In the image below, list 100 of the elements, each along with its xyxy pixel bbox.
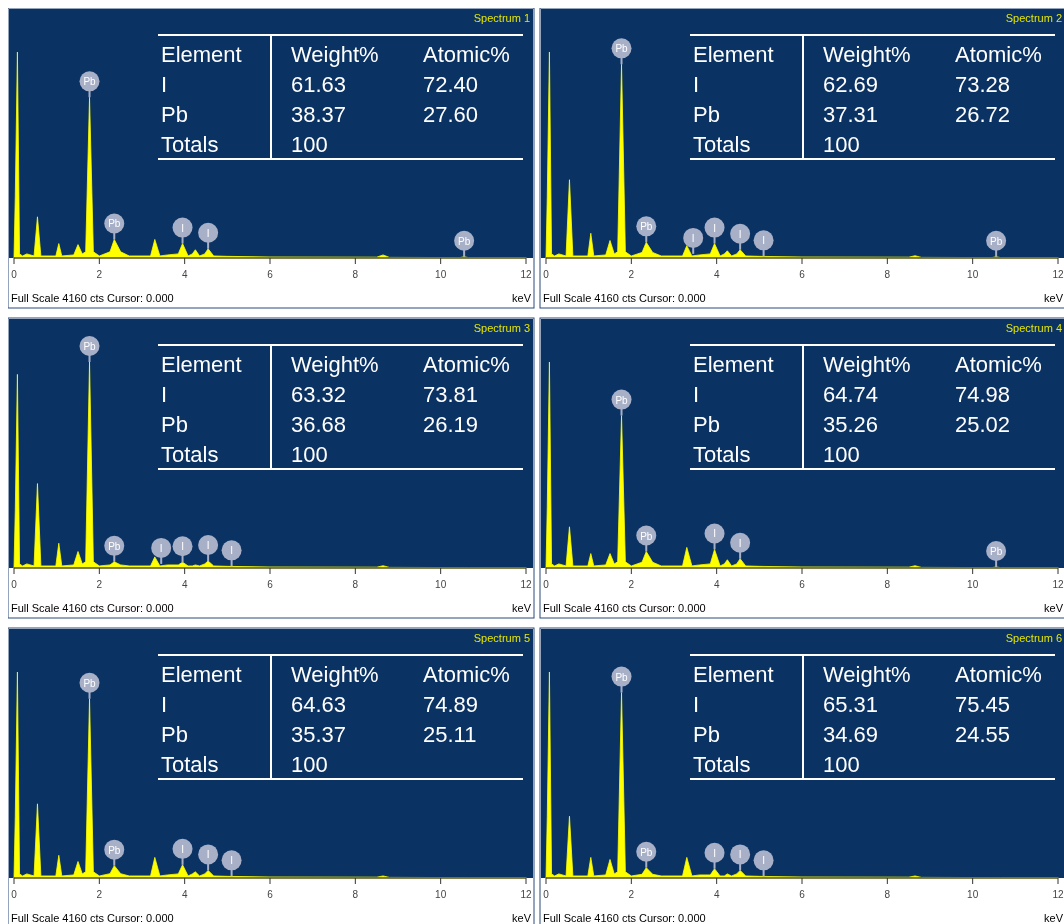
annotation: 35.37 bbox=[291, 722, 347, 747]
x-tick-label: 4 bbox=[713, 889, 720, 900]
annotation: Pb bbox=[990, 545, 1003, 557]
annotation: 72.40 bbox=[423, 72, 479, 97]
x-tick-label: 6 bbox=[799, 889, 806, 900]
annotation: 34.69 bbox=[823, 722, 879, 747]
annotation: Pb bbox=[108, 844, 121, 856]
annotation: 37.31 bbox=[823, 102, 879, 127]
annotation: Totals bbox=[693, 132, 751, 157]
annotation: I bbox=[206, 540, 210, 551]
x-tick-label: 12 bbox=[1052, 579, 1064, 590]
annotation: Pb bbox=[83, 76, 97, 88]
annotation: Pb bbox=[615, 43, 629, 55]
annotation: 64.63 bbox=[291, 692, 347, 717]
annotation: Element bbox=[693, 42, 774, 67]
annotation: I bbox=[181, 222, 184, 234]
x-tick-label: 6 bbox=[267, 269, 274, 280]
annotation: Weight% bbox=[291, 42, 379, 67]
x-tick-label: 10 bbox=[435, 269, 447, 280]
annotation: Atomic% bbox=[955, 352, 1042, 377]
x-tick-label: 10 bbox=[435, 579, 447, 590]
x-tick-label: 0 bbox=[11, 889, 18, 900]
x-tick-label: 8 bbox=[884, 579, 891, 590]
x-tick-label: 4 bbox=[181, 889, 188, 900]
annotation: 26.19 bbox=[423, 412, 479, 437]
annotation: Pb bbox=[161, 102, 188, 127]
annotation: Atomic% bbox=[423, 662, 510, 687]
x-axis-title: keV bbox=[512, 602, 532, 614]
x-tick-label: 6 bbox=[799, 579, 806, 590]
annotation: Element bbox=[161, 352, 242, 377]
annotation: I bbox=[762, 235, 765, 247]
annotation: Atomic% bbox=[423, 42, 510, 67]
chart-title: Spectrum 4 bbox=[1005, 322, 1062, 334]
chart-title: Spectrum 3 bbox=[473, 322, 530, 334]
annotation: 35.26 bbox=[823, 412, 879, 437]
annotation: I bbox=[693, 382, 700, 407]
x-tick-label: 6 bbox=[267, 889, 274, 900]
annotation: I bbox=[762, 855, 765, 867]
annotation: Pb bbox=[161, 722, 188, 747]
x-axis-title: keV bbox=[1044, 292, 1064, 304]
annotation: Pb bbox=[108, 540, 121, 552]
x-tick-label: 8 bbox=[352, 269, 359, 280]
x-tick-label: 8 bbox=[352, 579, 359, 590]
annotation: I bbox=[713, 528, 716, 540]
annotation: Pb bbox=[615, 394, 629, 406]
x-tick-label: 2 bbox=[628, 579, 635, 590]
annotation: 100 bbox=[823, 132, 860, 157]
annotation: I bbox=[693, 692, 700, 717]
annotation: Totals bbox=[693, 752, 751, 777]
x-tick-label: 6 bbox=[267, 579, 274, 590]
annotation: I bbox=[738, 849, 742, 861]
annotation: I bbox=[206, 227, 210, 239]
annotation: 38.37 bbox=[291, 102, 347, 127]
chart-title: Spectrum 1 bbox=[473, 12, 530, 24]
annotation: 24.55 bbox=[955, 722, 1011, 747]
x-tick-label: 8 bbox=[884, 889, 891, 900]
annotation: I bbox=[693, 72, 700, 97]
annotation: Element bbox=[693, 662, 774, 687]
x-tick-label: 2 bbox=[96, 579, 103, 590]
x-axis-title: keV bbox=[512, 912, 532, 924]
annotation: 36.68 bbox=[291, 412, 347, 437]
annotation: I bbox=[230, 855, 233, 867]
annotation: Pb bbox=[693, 412, 720, 437]
annotation: 75.45 bbox=[955, 692, 1011, 717]
text: Full Scale 4160 cts Cursor: 0.000 bbox=[543, 912, 706, 924]
x-tick-label: 12 bbox=[520, 889, 532, 900]
chart-title: Spectrum 5 bbox=[473, 632, 530, 644]
annotation: Pb bbox=[108, 218, 121, 230]
x-tick-label: 10 bbox=[967, 579, 979, 590]
x-axis-title: keV bbox=[512, 292, 532, 304]
x-tick-label: 2 bbox=[628, 889, 635, 900]
x-tick-label: 12 bbox=[520, 579, 532, 590]
annotation: I bbox=[738, 228, 742, 240]
x-tick-label: 8 bbox=[884, 269, 891, 280]
text: Full Scale 4160 cts Cursor: 0.000 bbox=[11, 292, 174, 304]
annotation: 73.81 bbox=[423, 382, 479, 407]
annotation: 64.74 bbox=[823, 382, 879, 407]
annotation: 100 bbox=[823, 442, 860, 467]
annotation: Atomic% bbox=[955, 42, 1042, 67]
annotation: Pb bbox=[640, 530, 653, 542]
annotation: Pb bbox=[615, 671, 629, 683]
x-tick-label: 12 bbox=[1052, 889, 1064, 900]
annotation: 25.02 bbox=[955, 412, 1011, 437]
annotation: I bbox=[181, 541, 184, 553]
annotation: Element bbox=[161, 662, 242, 687]
annotation: I bbox=[161, 692, 168, 717]
annotation: I bbox=[713, 847, 716, 859]
annotation: 63.32 bbox=[291, 382, 347, 407]
x-tick-label: 12 bbox=[1052, 269, 1064, 280]
annotation: Atomic% bbox=[955, 662, 1042, 687]
annotation: I bbox=[691, 232, 695, 244]
annotation: Weight% bbox=[823, 42, 911, 67]
text: Full Scale 4160 cts Cursor: 0.000 bbox=[11, 912, 174, 924]
annotation: 27.60 bbox=[423, 102, 479, 127]
annotation: I bbox=[713, 222, 716, 234]
text: Full Scale 4160 cts Cursor: 0.000 bbox=[11, 602, 174, 614]
annotation: Atomic% bbox=[423, 352, 510, 377]
annotation: 26.72 bbox=[955, 102, 1011, 127]
x-tick-label: 4 bbox=[181, 269, 188, 280]
annotation: 100 bbox=[291, 442, 328, 467]
